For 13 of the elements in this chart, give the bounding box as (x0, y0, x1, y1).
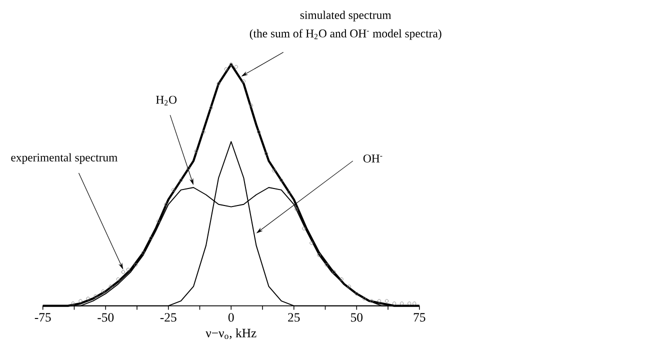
x-tick-label: -50 (98, 313, 114, 322)
annotation: OH$^{-}$ (363, 154, 382, 162)
x-axis-title: ν−ν$_{o}$, kHz (206, 328, 256, 340)
text: simulated spectrum (300, 10, 392, 22)
x-tick-label: 25 (288, 313, 300, 322)
annotation: H$_{2}$O (156, 96, 177, 106)
x-tick-label: 75 (414, 313, 426, 322)
annotation: (the sum of H$_{2}$O and OH$^{-}$ model spectra) (250, 29, 442, 40)
x-tick-label: 50 (351, 313, 363, 322)
annotation: experimental spectrum (11, 153, 118, 164)
x-tick-label: -75 (34, 313, 51, 322)
x-tick-label: 0 (228, 313, 234, 322)
x-tick-label: -25 (160, 313, 176, 322)
